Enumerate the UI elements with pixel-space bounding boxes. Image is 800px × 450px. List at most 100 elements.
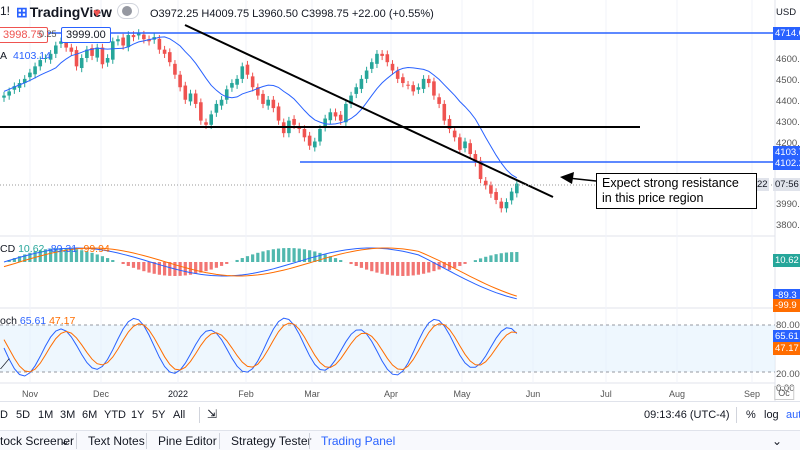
tab-dropdown-icon[interactable]: ⌄	[60, 434, 71, 448]
macd-histogram-bar	[510, 252, 514, 262]
stoch-k-value: 65.61	[19, 315, 47, 327]
candle-body	[307, 135, 312, 146]
macd-histogram-bar	[152, 262, 156, 274]
candle-body	[416, 87, 421, 90]
candle-body	[204, 122, 208, 125]
macd-histogram-bar	[251, 254, 255, 262]
stoch-k-line	[3, 317, 518, 377]
candle-body	[131, 35, 136, 38]
range-ytd[interactable]: YTD	[104, 409, 126, 421]
time-label: Mar	[304, 389, 320, 399]
range-6m[interactable]: 6M	[82, 409, 98, 421]
macd-histogram-bar	[375, 262, 379, 273]
macd-histogram-bar	[131, 262, 136, 268]
candle-body	[173, 63, 177, 75]
tab-text-notes[interactable]: Text Notes	[88, 434, 145, 448]
macd-histogram-bar	[74, 249, 79, 262]
macd-histogram-bar	[178, 262, 182, 276]
stoch-label: och 65.61 47.17	[0, 315, 75, 327]
candle-body	[359, 78, 364, 89]
price-tick: 4400.00	[776, 96, 800, 107]
time-label[interactable]: Oc	[774, 386, 794, 400]
macd-histogram-bar	[411, 262, 415, 276]
tab-trading-panel[interactable]: Trading Panel	[321, 434, 396, 448]
candle-body	[2, 95, 6, 98]
tradingview-logo: ⊞ TradingView	[16, 4, 112, 21]
macd-histogram-bar	[478, 258, 483, 262]
range-1d[interactable]: D	[0, 409, 8, 421]
status-dot-icon	[122, 6, 132, 16]
candle-body	[292, 118, 296, 125]
bottom-panel-tabs: tock Screener ⌄ Text Notes Pine Editor S…	[0, 430, 800, 450]
price-tick: 3800.00	[776, 220, 800, 231]
clock-readout[interactable]: 09:13:46 (UTC-4)	[644, 409, 730, 421]
candle-body	[95, 47, 100, 58]
macd-histogram-bar	[33, 251, 37, 262]
macd-histogram-bar	[416, 262, 420, 275]
macd-histogram-bar	[349, 262, 353, 265]
candle-body	[432, 81, 436, 96]
annotation-box[interactable]: Expect strong resistance in this price r…	[596, 173, 757, 209]
macd-histogram-bar	[90, 252, 94, 262]
macd-histogram-bar	[396, 262, 400, 276]
macd-histogram-bar	[85, 251, 89, 262]
auto-toggle[interactable]: aut	[786, 409, 800, 421]
calendar-icon[interactable]: ⇲	[207, 407, 218, 421]
tab-pine-editor[interactable]: Pine Editor	[158, 434, 217, 448]
macd-histogram-bar	[183, 262, 187, 276]
candle-body	[390, 63, 395, 71]
stoch-tick: 20.00	[776, 369, 800, 380]
macd-label: CD 10.62 -89.31 -99.94	[0, 243, 110, 255]
candle-body	[178, 74, 182, 88]
range-5d[interactable]: 5D	[16, 409, 31, 421]
annotation-line-1: Expect strong resistance	[602, 176, 739, 190]
tab-separator	[219, 433, 220, 449]
time-label: Nov	[21, 389, 39, 399]
macd-histogram-bar	[499, 253, 503, 262]
logo-text: TradingView	[29, 4, 112, 20]
range-3m[interactable]: 3M	[60, 409, 76, 421]
time-label: Sep	[743, 389, 761, 399]
candle-body	[142, 34, 146, 40]
macd-histogram-bar	[245, 256, 250, 262]
price-tick: 4500.00	[776, 75, 800, 86]
sell-price[interactable]: 3998.75	[0, 27, 48, 43]
range-5y[interactable]: 5Y	[152, 409, 166, 421]
candle-body	[395, 70, 400, 79]
macd-tag: 10.62	[773, 254, 800, 267]
candle-body	[499, 201, 504, 209]
buy-price[interactable]: 3999.00	[61, 27, 111, 43]
collapse-panel-icon[interactable]: ⌄	[772, 434, 783, 448]
candle-body	[100, 47, 105, 65]
candle-body	[483, 180, 488, 186]
symbol-fragment[interactable]: 1!	[0, 4, 11, 18]
status-toggle[interactable]	[117, 3, 139, 19]
tab-strategy-tester[interactable]: Strategy Tester	[231, 434, 312, 448]
macd-histogram-bar	[302, 249, 307, 262]
candle-body	[28, 72, 32, 78]
macd-histogram-bar	[12, 258, 16, 262]
macd-histogram-bar	[59, 248, 63, 262]
heart-icon[interactable]: ♥	[93, 5, 101, 20]
macd-histogram-bar	[515, 252, 519, 262]
ma-value: 4103.14	[13, 50, 51, 62]
macd-histogram-bar	[266, 250, 270, 262]
percent-toggle[interactable]: %	[746, 409, 756, 421]
tab-stock-screener[interactable]: tock Screener	[0, 434, 75, 448]
drawing-tool-icon[interactable]: ⟋	[0, 356, 10, 372]
range-1m[interactable]: 1M	[38, 409, 54, 421]
log-toggle[interactable]: log	[764, 409, 779, 421]
stoch-d-value: 47.17	[49, 315, 76, 327]
candle-body	[224, 89, 229, 100]
range-1y[interactable]: 1Y	[131, 409, 145, 421]
candle-body	[38, 60, 43, 67]
left-current-tag: 22	[757, 178, 769, 191]
toolbar-divider	[199, 407, 200, 423]
macd-histogram-bar	[69, 248, 73, 262]
ohlc-readout: O3972.25 H4009.75 L3960.50 C3998.75 +22.…	[150, 8, 434, 20]
macd-histogram-bar	[121, 262, 125, 265]
candle-body	[219, 99, 224, 106]
candle-body	[313, 141, 317, 148]
range-all[interactable]: All	[173, 409, 186, 421]
